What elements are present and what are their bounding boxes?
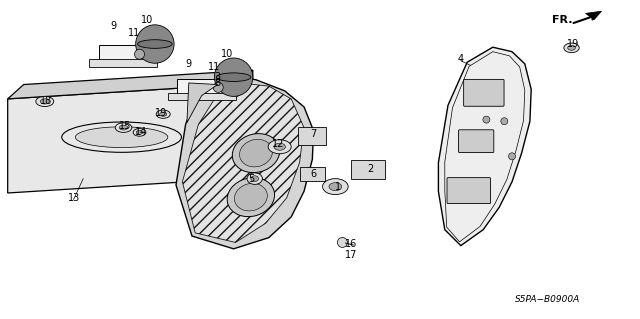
Text: 11: 11 (128, 28, 141, 39)
Ellipse shape (120, 125, 128, 130)
Text: 4: 4 (458, 54, 464, 64)
Ellipse shape (274, 143, 285, 150)
Text: FR.: FR. (552, 15, 573, 25)
Text: 10: 10 (141, 15, 154, 25)
Polygon shape (438, 47, 531, 246)
Ellipse shape (138, 40, 172, 48)
Ellipse shape (227, 178, 275, 217)
Circle shape (134, 49, 145, 59)
Polygon shape (237, 70, 253, 179)
Text: 8: 8 (214, 78, 221, 88)
Circle shape (136, 25, 174, 63)
Text: 19: 19 (566, 39, 579, 49)
Text: 13: 13 (67, 193, 80, 203)
Text: 6: 6 (310, 169, 317, 179)
Polygon shape (351, 160, 385, 179)
Ellipse shape (40, 99, 49, 104)
Polygon shape (176, 77, 314, 249)
Text: 19: 19 (155, 108, 168, 118)
Ellipse shape (564, 43, 579, 53)
Text: 3: 3 (214, 71, 221, 82)
Ellipse shape (156, 110, 170, 118)
Text: 10: 10 (221, 49, 234, 59)
Text: 17: 17 (344, 250, 357, 260)
Polygon shape (89, 59, 157, 67)
Circle shape (483, 116, 490, 123)
Polygon shape (445, 52, 525, 242)
Text: 2: 2 (367, 164, 373, 174)
Ellipse shape (268, 140, 291, 154)
Ellipse shape (247, 173, 262, 184)
Ellipse shape (329, 182, 342, 190)
Ellipse shape (251, 176, 259, 182)
Text: 1: 1 (335, 182, 341, 192)
Polygon shape (298, 127, 326, 145)
Polygon shape (8, 85, 237, 193)
Ellipse shape (234, 183, 268, 211)
Ellipse shape (239, 139, 273, 167)
Polygon shape (182, 83, 304, 242)
Text: 7: 7 (310, 129, 317, 139)
Ellipse shape (115, 123, 132, 132)
Text: 5: 5 (248, 174, 255, 184)
FancyBboxPatch shape (458, 130, 494, 152)
Ellipse shape (133, 129, 146, 136)
Polygon shape (177, 79, 226, 96)
Circle shape (501, 118, 508, 125)
Polygon shape (300, 167, 325, 181)
Text: 9: 9 (111, 20, 117, 31)
Circle shape (509, 153, 515, 160)
Circle shape (337, 237, 348, 248)
Ellipse shape (36, 96, 54, 107)
Text: 16: 16 (344, 239, 357, 249)
Ellipse shape (323, 179, 348, 195)
Text: 11: 11 (208, 62, 221, 72)
Ellipse shape (568, 46, 575, 50)
Polygon shape (187, 83, 218, 123)
Polygon shape (586, 11, 602, 20)
Circle shape (213, 82, 223, 93)
Text: 18: 18 (40, 96, 52, 107)
Polygon shape (8, 70, 253, 99)
FancyBboxPatch shape (463, 79, 504, 106)
Ellipse shape (159, 112, 166, 116)
Circle shape (214, 58, 253, 96)
Ellipse shape (216, 73, 251, 81)
Polygon shape (168, 93, 236, 100)
Text: S5PA−B0900A: S5PA−B0900A (515, 295, 580, 304)
Text: 12: 12 (272, 138, 285, 149)
Text: 14: 14 (134, 127, 147, 137)
Text: 15: 15 (119, 121, 132, 131)
Ellipse shape (232, 134, 280, 173)
Ellipse shape (76, 127, 168, 147)
Text: 9: 9 (186, 59, 192, 69)
Ellipse shape (136, 130, 143, 134)
Polygon shape (99, 45, 147, 63)
FancyBboxPatch shape (447, 178, 491, 204)
